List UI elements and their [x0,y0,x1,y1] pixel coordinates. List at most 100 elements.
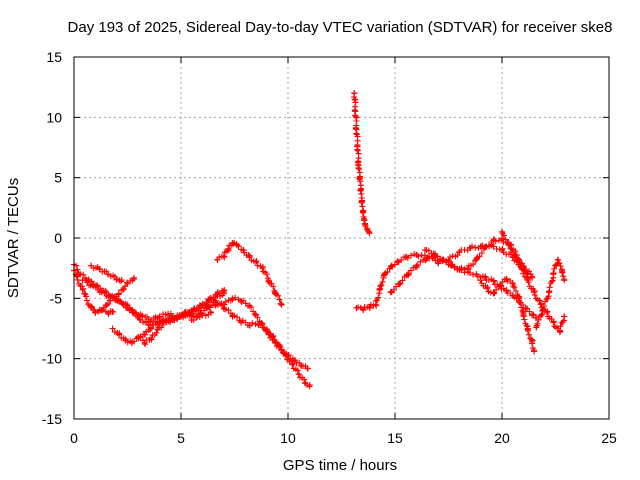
data-point [165,311,172,318]
data-point [509,280,516,287]
data-point [528,338,535,345]
data-point [124,280,131,287]
data-point [272,289,279,296]
data-point [413,251,420,258]
data-point [115,331,122,338]
data-point [109,325,116,332]
data-point [481,274,488,281]
data-point [130,274,137,281]
data-point [360,215,367,222]
data-point [543,309,550,316]
data-point [240,247,247,254]
data-point [148,324,155,331]
series-arc-9 [214,239,285,308]
data-point [524,277,531,284]
data-point [351,90,358,97]
data-point [528,273,535,280]
data-point [79,286,86,293]
data-point [289,361,296,368]
data-point [105,309,112,316]
x-tick-label: 20 [494,430,510,446]
series-markers [353,241,536,314]
data-point [90,283,97,290]
data-point [505,241,512,248]
data-point [246,321,253,328]
data-point [115,290,122,297]
data-point [297,362,304,369]
data-point [356,174,363,181]
data-point [531,289,538,296]
data-point [490,278,497,285]
data-point [430,250,437,257]
data-point [282,353,289,360]
data-point [154,326,161,333]
y-tick-label: 10 [46,109,62,125]
data-point [220,288,227,295]
data-point [135,333,142,340]
data-point [503,288,510,295]
data-point [537,301,544,308]
data-point [229,239,236,246]
series-arc-11 [353,241,536,314]
y-tick-label: 5 [54,170,62,186]
data-point [265,277,272,284]
data-point [113,276,120,283]
data-point [128,339,135,346]
data-point [533,324,540,331]
data-point [188,317,195,324]
data-point [169,317,176,324]
data-point [509,292,516,299]
data-point [88,262,95,269]
data-point [122,337,129,344]
data-point [96,307,103,314]
data-point [88,304,95,311]
data-point [98,289,105,296]
x-tick-label: 10 [280,430,296,446]
data-point [364,225,371,232]
data-point [353,126,360,133]
data-point [79,277,86,284]
data-point [556,329,563,336]
data-point [490,237,497,244]
data-point [473,271,480,278]
data-point [518,265,525,272]
data-point [466,244,473,251]
data-point [561,313,568,320]
data-point [207,309,214,316]
data-point [511,253,518,260]
data-point [207,295,214,302]
data-point [528,311,535,318]
series-markers [499,228,568,335]
data-point [387,289,394,296]
data-point [137,317,144,324]
data-point [130,309,137,316]
data-point [524,326,531,333]
data-point [160,319,167,326]
data-point [229,312,236,319]
data-point [394,259,401,266]
data-point [306,383,313,390]
data-point [522,304,529,311]
data-point [148,317,155,324]
data-point [413,262,420,269]
axis-ticks: 0 5 10 15 20 25 15 10 5 0 -5 -10 -15 [42,49,617,446]
data-point [246,254,253,261]
data-point [212,298,219,305]
data-point [225,245,232,252]
data-point [477,277,484,284]
data-point [546,289,553,296]
series-arc-5 [96,306,117,318]
data-point [520,312,527,319]
data-point [377,285,384,292]
data-point [178,313,184,320]
data-point [105,271,112,278]
data-point [197,311,204,318]
data-point [372,301,379,308]
data-point [276,343,283,350]
data-point [366,303,373,310]
data-point [115,297,122,304]
data-point [531,347,538,354]
chart-title: Day 193 of 2025, Sidereal Day-to-day VTE… [68,19,613,36]
data-point [295,371,302,378]
